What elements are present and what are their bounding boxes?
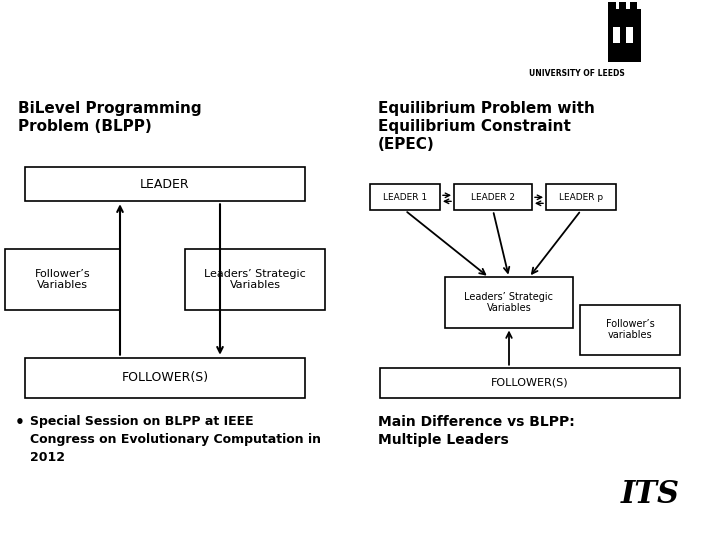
Bar <box>630 2 637 11</box>
Bar <box>380 368 680 398</box>
Text: Multiple Leaders: Multiple Leaders <box>378 433 509 447</box>
Text: FOLLOWER(S): FOLLOWER(S) <box>491 377 569 388</box>
Text: UNIVERSITY OF LEEDS: UNIVERSITY OF LEEDS <box>529 70 625 78</box>
Text: LEADER 1: LEADER 1 <box>383 193 427 202</box>
Bar <box>185 249 325 309</box>
Bar <box>613 26 620 43</box>
Bar <box>608 9 641 62</box>
Text: LEADER p: LEADER p <box>559 193 603 202</box>
Text: FOLLOWER(S): FOLLOWER(S) <box>122 371 209 384</box>
Text: (EPEC): (EPEC) <box>378 137 435 152</box>
Text: Leaders’ Strategic
Variables: Leaders’ Strategic Variables <box>464 292 554 313</box>
Bar <box>619 2 626 11</box>
Bar <box>546 184 616 211</box>
Text: Equilibrium Constraint: Equilibrium Constraint <box>378 119 571 134</box>
Text: Follower’s
Variables: Follower’s Variables <box>35 269 90 291</box>
Text: LEADER: LEADER <box>140 178 190 191</box>
Text: Follower’s
variables: Follower’s variables <box>606 319 654 340</box>
Bar <box>608 2 616 11</box>
Text: Leaders’ Strategic
Variables: Leaders’ Strategic Variables <box>204 269 306 291</box>
Text: LEADER 2: LEADER 2 <box>471 193 515 202</box>
Bar <box>626 26 633 43</box>
Bar <box>25 167 305 201</box>
Text: Problem (BLPP): Problem (BLPP) <box>18 119 152 134</box>
Text: •: • <box>15 415 25 430</box>
Bar <box>580 305 680 355</box>
Text: Problem and Advances: Problem and Advances <box>18 55 305 75</box>
Text: 2012: 2012 <box>30 451 65 464</box>
Text: Hierarchical Optimization: Hierarchical Optimization <box>18 19 338 39</box>
Bar <box>25 357 305 398</box>
Bar <box>5 249 120 309</box>
Text: Main Difference vs BLPP:: Main Difference vs BLPP: <box>378 415 575 429</box>
Bar <box>445 278 573 328</box>
Text: Equilibrium Problem with: Equilibrium Problem with <box>378 101 595 116</box>
Text: BiLevel Programming: BiLevel Programming <box>18 101 202 116</box>
Bar <box>370 184 440 211</box>
Text: ITS: ITS <box>621 479 680 510</box>
Bar <box>504 4 713 85</box>
Text: Congress on Evolutionary Computation in: Congress on Evolutionary Computation in <box>30 433 321 446</box>
Text: Special Session on BLPP at IEEE: Special Session on BLPP at IEEE <box>30 415 253 428</box>
Bar <box>454 184 532 211</box>
